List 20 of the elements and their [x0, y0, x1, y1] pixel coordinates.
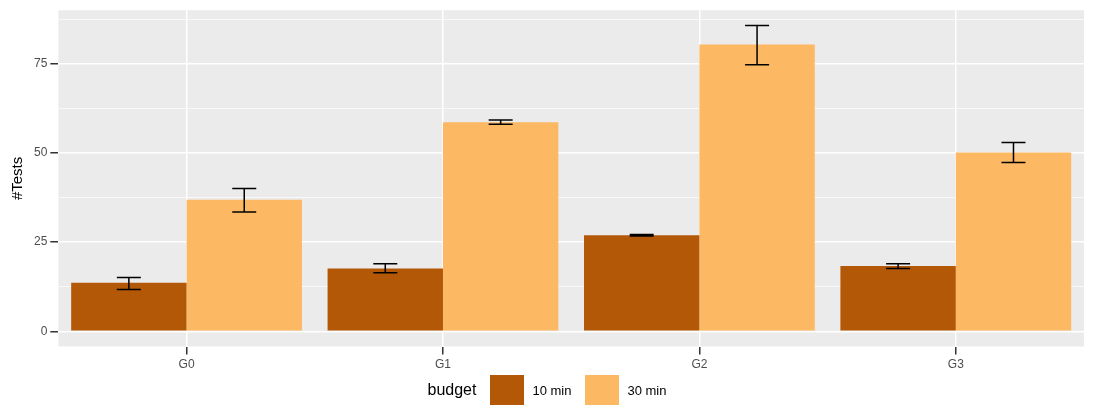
legend-label: 10 min	[532, 382, 572, 398]
x-tick-label: G3	[947, 357, 965, 372]
bar	[186, 199, 302, 331]
bar	[442, 122, 559, 331]
y-tick-label: 75	[33, 56, 48, 71]
bar	[583, 235, 700, 331]
y-tick-label: 0	[40, 323, 48, 338]
y-axis-title: #Tests	[8, 156, 26, 201]
bar	[955, 152, 1072, 331]
legend-label: 30 min	[627, 382, 667, 398]
x-tick-label: G1	[434, 357, 452, 372]
x-tick-label: G0	[178, 357, 195, 372]
bar	[71, 282, 187, 331]
legend-title: budget	[427, 381, 477, 399]
x-tick-label: G2	[691, 357, 708, 372]
bar	[327, 268, 443, 331]
bar	[840, 265, 956, 331]
y-tick-label: 50	[33, 145, 48, 160]
bar	[699, 44, 815, 331]
y-tick-label: 25	[33, 234, 48, 249]
